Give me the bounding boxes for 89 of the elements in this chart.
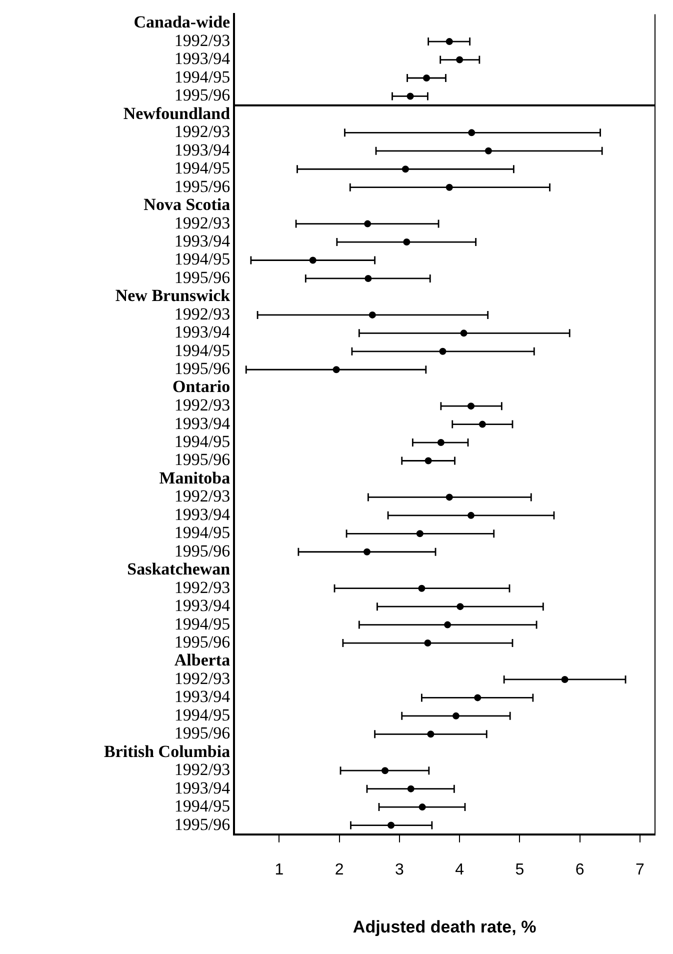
y-tick-label: 1992/93	[174, 122, 230, 142]
y-tick-label: 1995/96	[174, 814, 230, 834]
point	[309, 256, 316, 264]
y-tick-label: 1993/94	[174, 140, 231, 160]
point	[368, 311, 376, 318]
y-tick-label: 1994/95	[174, 340, 230, 360]
point	[460, 330, 468, 337]
point	[418, 584, 426, 592]
y-tick-label: 1993/94	[174, 322, 231, 342]
point	[382, 767, 389, 774]
point	[418, 804, 426, 811]
y-tick-label: 1995/96	[174, 86, 230, 105]
y-tick-label: 1993/94	[174, 232, 231, 250]
y-tick-label: 1994/95	[174, 796, 230, 816]
y-tick-label: 1994/95	[174, 158, 230, 178]
y-tick-label: 1992/93	[174, 31, 230, 50]
point	[474, 694, 482, 702]
point	[423, 74, 430, 82]
point	[332, 366, 340, 374]
y-tick-label: 1995/96	[174, 450, 230, 470]
point	[437, 439, 444, 446]
point	[478, 420, 486, 428]
y-tick-label: 1992/93	[174, 396, 230, 415]
x-tick-label: 3	[395, 861, 404, 878]
y-tick-label: 1994/95	[174, 523, 230, 542]
y-tick-label: Ontario	[172, 377, 230, 396]
point	[407, 785, 414, 792]
y-tick-label: Saskatchewan	[127, 560, 231, 579]
point	[446, 184, 453, 191]
y-tick-label: New Brunswick	[115, 286, 231, 306]
y-tick-label: 1995/96	[174, 176, 230, 196]
y-tick-label: Alberta	[174, 650, 231, 670]
y-tick-label: 1995/96	[174, 268, 230, 287]
point	[456, 56, 464, 64]
y-tick-label: 1993/94	[174, 504, 231, 524]
x-tick-label: 2	[334, 861, 344, 878]
y-tick-label: Newfoundland	[123, 104, 231, 123]
point	[439, 348, 446, 355]
y-tick-label: 1995/96	[174, 632, 230, 652]
point	[427, 730, 434, 738]
y-tick-label: Canada-wide	[134, 12, 231, 32]
point	[452, 712, 460, 720]
y-tick-label: 1994/95	[174, 614, 230, 634]
point	[364, 220, 372, 228]
point	[446, 38, 453, 46]
x-tick-label: 5	[515, 861, 524, 878]
point	[403, 238, 410, 246]
point	[424, 457, 432, 464]
y-tick-label: 1993/94	[174, 778, 231, 798]
point	[444, 621, 452, 628]
point	[468, 512, 475, 519]
y-tick-label: 1992/93	[174, 760, 230, 780]
point	[468, 402, 475, 410]
y-tick-label: 1993/94	[174, 414, 231, 433]
point	[468, 129, 476, 136]
y-tick-label: 1993/94	[174, 49, 231, 68]
y-tick-label: Nova Scotia	[144, 194, 231, 214]
y-tick-label: 1994/95	[174, 250, 230, 269]
y-tick-label: 1994/95	[174, 432, 230, 451]
y-tick-label: 1992/93	[174, 668, 230, 688]
point	[456, 603, 464, 610]
point	[561, 676, 568, 683]
x-axis-title: Adjusted death rate, %	[352, 917, 536, 936]
y-tick-label: 1995/96	[174, 541, 230, 560]
point	[406, 92, 414, 100]
point	[402, 166, 409, 173]
y-tick-label: 1995/96	[174, 359, 230, 378]
point	[364, 274, 372, 282]
y-tick-label: 1993/94	[174, 687, 231, 706]
y-tick-label: 1994/95	[174, 705, 230, 724]
point	[363, 548, 370, 556]
y-tick-label: 1995/96	[174, 724, 230, 743]
point	[446, 494, 453, 501]
y-tick-label: 1992/93	[174, 486, 230, 506]
point	[484, 147, 492, 154]
point	[388, 822, 395, 829]
y-tick-label: 1992/93	[174, 304, 230, 324]
y-tick-label: Manitoba	[159, 468, 231, 488]
y-tick-label: 1992/93	[174, 578, 230, 597]
point	[424, 640, 432, 647]
point	[416, 530, 424, 538]
y-tick-label: 1994/95	[174, 67, 230, 86]
x-tick-label: 4	[455, 861, 464, 878]
y-tick-label: 1992/93	[174, 213, 230, 232]
x-tick-label: 7	[636, 861, 645, 878]
y-tick-label: 1993/94	[174, 596, 231, 616]
x-tick-label: 6	[575, 861, 584, 878]
y-tick-label: British Columbia	[104, 742, 231, 761]
x-tick-label: 1	[274, 861, 284, 878]
